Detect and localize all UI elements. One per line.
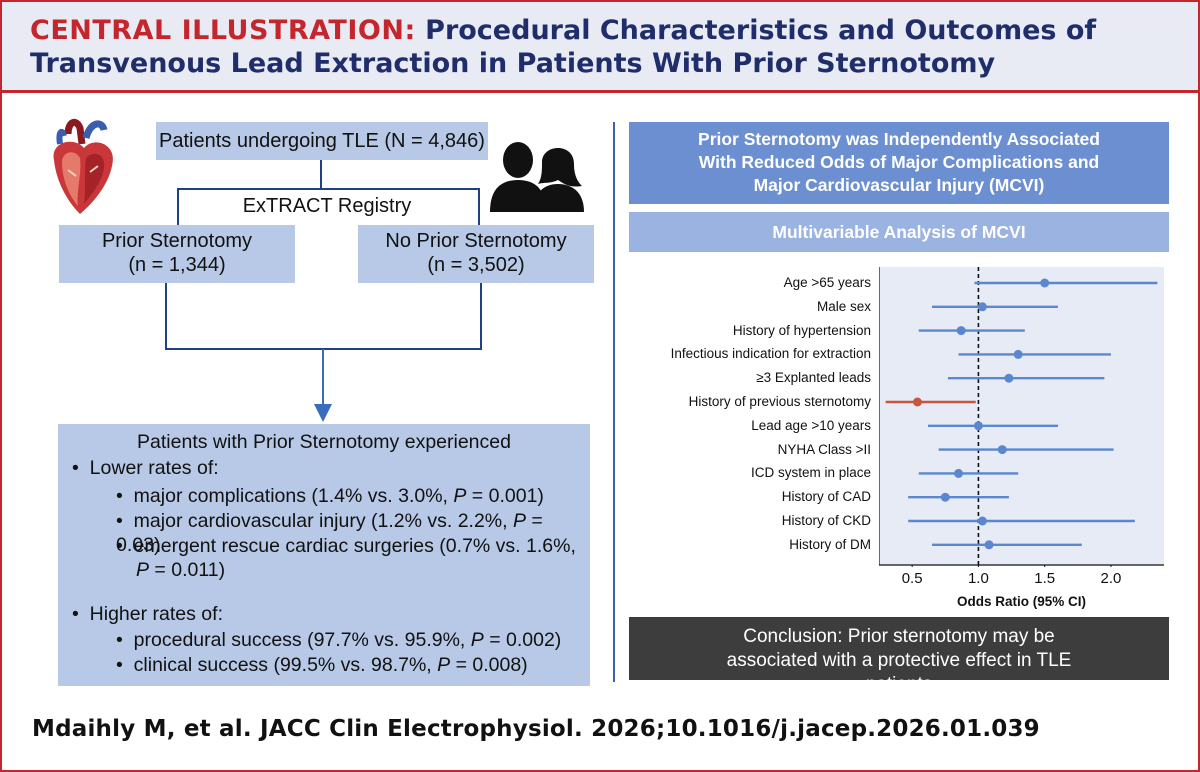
row-label: Age >65 years xyxy=(783,275,871,290)
conclusion-box: Conclusion: Prior sternotomy may be asso… xyxy=(629,617,1169,695)
lower-rates-heading: • Lower rates of: xyxy=(72,457,219,479)
forest-marks xyxy=(885,267,1158,567)
item-text: major complications (1.4% vs. 3.0%, xyxy=(133,485,454,507)
x-tick-label: 2.0 xyxy=(1100,570,1122,587)
no-prior-sternotomy-count: (n = 3,502) xyxy=(427,254,525,276)
odds-ratio-point xyxy=(956,326,966,336)
row-label: NYHA Class >II xyxy=(777,441,871,457)
odds-ratio-point xyxy=(1013,349,1023,359)
row-label: Infectious indication for extraction xyxy=(670,346,871,362)
odds-ratio-point xyxy=(912,397,922,407)
arrow-down-icon xyxy=(314,404,332,422)
no-prior-sternotomy-box: No Prior Sternotomy (n = 3,502) xyxy=(358,225,594,283)
title-lead: CENTRAL ILLUSTRATION: xyxy=(30,15,416,46)
list-item: • major complications (1.4% vs. 3.0%, P … xyxy=(116,485,544,507)
x-tick-label: 1.0 xyxy=(967,570,989,587)
row-label: History of hypertension xyxy=(732,322,871,338)
x-tick-label: 0.5 xyxy=(901,570,923,587)
page-title: CENTRAL ILLUSTRATION: Procedural Charact… xyxy=(30,14,1180,80)
patients-total-box: Patients undergoing TLE (N = 4,846) xyxy=(156,122,488,160)
connector-arrow-stem xyxy=(322,349,324,407)
no-prior-sternotomy-name: No Prior Sternotomy xyxy=(385,230,567,252)
item-tail: = 0.011) xyxy=(149,559,226,581)
forest-plot xyxy=(879,267,1164,567)
item-p: P xyxy=(453,485,467,507)
item-text: clinical success (99.5% vs. 98.7%, xyxy=(133,654,438,676)
title-rest: Procedural Characteristics and Outcomes … xyxy=(30,15,1097,79)
lower-rates-text: Lower rates of: xyxy=(89,457,219,479)
row-label: Lead age >10 years xyxy=(751,417,871,433)
item-text: major cardiovascular injury (1.2% vs. 2.… xyxy=(133,510,513,532)
row-label: ≥3 Explanted leads xyxy=(756,370,871,386)
prior-sternotomy-count: (n = 1,344) xyxy=(128,254,226,276)
connector-prior-down xyxy=(165,283,167,349)
x-tick-labels: 0.5 1.0 1.5 2.0 xyxy=(879,570,1164,590)
list-item: • emergent rescue cardiac surgeries (0.7… xyxy=(116,535,576,557)
row-label: History of CKD xyxy=(781,513,871,528)
item-text: emergent rescue cardiac surgeries (0.7% … xyxy=(133,535,576,557)
odds-ratio-point xyxy=(984,540,994,550)
item-p: P xyxy=(437,654,451,676)
row-label: History of previous sternotomy xyxy=(688,394,871,409)
item-p: P xyxy=(136,559,150,581)
registry-label: ExTRACT Registry xyxy=(242,195,412,217)
header-banner: CENTRAL ILLUSTRATION: Procedural Charact… xyxy=(2,2,1198,93)
odds-ratio-point xyxy=(954,468,964,478)
item-tail: = 0.001) xyxy=(466,485,544,507)
odds-ratio-point xyxy=(977,302,987,312)
connector-left-drop xyxy=(177,188,179,226)
list-item: • major cardiovascular injury (1.2% vs. … xyxy=(116,510,543,556)
item-tail: = 0.008) xyxy=(450,654,528,676)
item-tail: = 0.03) xyxy=(116,510,543,556)
prior-sternotomy-name: Prior Sternotomy xyxy=(101,230,253,252)
odds-ratio-point xyxy=(997,445,1007,455)
connector-right-drop xyxy=(478,188,480,226)
panel-divider xyxy=(613,122,615,682)
row-label: ICD system in place xyxy=(750,465,871,481)
item-tail: = 0.002) xyxy=(483,629,562,651)
item-p: P xyxy=(470,629,484,651)
x-tick-label: 1.5 xyxy=(1034,570,1056,587)
headline-box: Prior Sternotomy was Independently Assoc… xyxy=(629,122,1169,204)
summary-title: Patients with Prior Sternotomy experienc… xyxy=(137,431,511,453)
item-text: procedural success (97.7% vs. 95.9%, xyxy=(133,629,471,651)
odds-ratio-point xyxy=(940,492,950,502)
connector-noprior-down xyxy=(480,283,482,349)
odds-ratio-point xyxy=(1040,278,1050,288)
higher-rates-heading: • Higher rates of: xyxy=(72,603,223,625)
list-item: • clinical success (99.5% vs. 98.7%, P =… xyxy=(116,654,528,676)
prior-sternotomy-box: Prior Sternotomy (n = 1,344) xyxy=(59,225,295,283)
outcomes-summary-box: Patients with Prior Sternotomy experienc… xyxy=(58,424,590,686)
row-label: History of DM xyxy=(789,536,871,552)
higher-rates-text: Higher rates of: xyxy=(89,603,223,625)
list-item: • procedural success (97.7% vs. 95.9%, P… xyxy=(116,629,562,651)
list-item-continuation: P = 0.011) xyxy=(136,558,225,582)
patients-icon xyxy=(490,142,584,212)
odds-ratio-point xyxy=(973,421,983,431)
heart-icon xyxy=(53,118,113,214)
analysis-title: Multivariable Analysis of MCVI xyxy=(629,212,1169,252)
connector-top-stem xyxy=(320,160,322,189)
plot-panel xyxy=(879,267,1164,565)
row-labels: Age >65 years Male sex History of hyperten… xyxy=(629,267,871,565)
citation: Mdaihly M, et al. JACC Clin Electrophysi… xyxy=(32,716,1040,742)
odds-ratio-point xyxy=(1004,373,1014,383)
connector-registry-bar xyxy=(177,188,480,190)
row-label: Male sex xyxy=(816,298,871,314)
item-p: P xyxy=(512,510,526,532)
row-label: History of CAD xyxy=(781,489,871,505)
odds-ratio-point xyxy=(977,516,987,526)
x-axis-label: Odds Ratio (95% CI) xyxy=(956,594,1086,609)
